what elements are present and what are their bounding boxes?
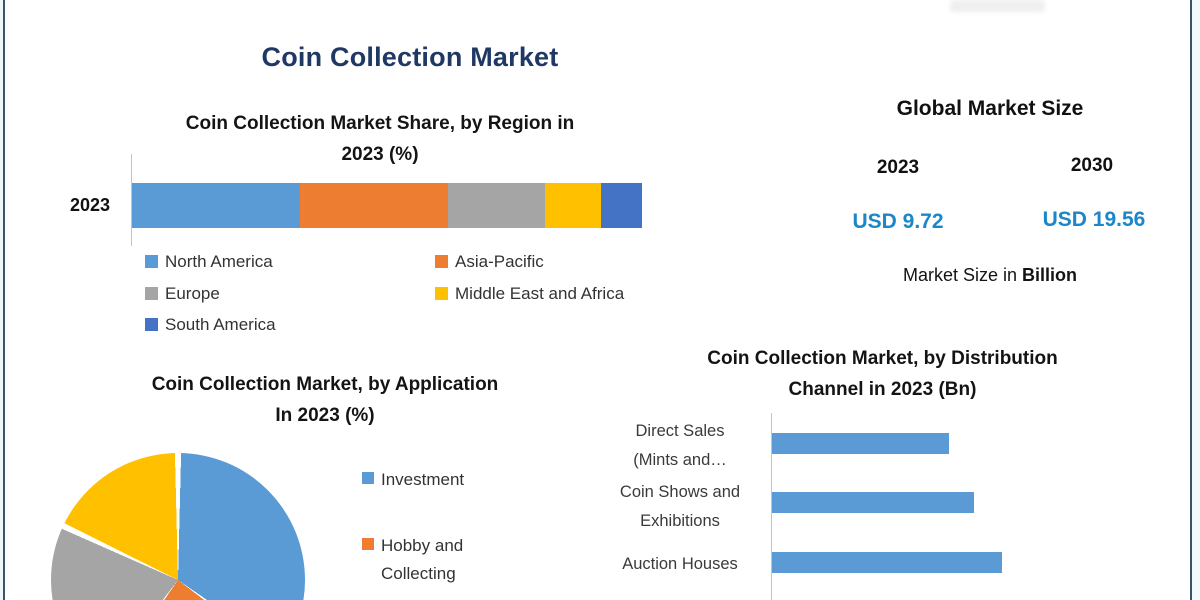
legend-swatch-south-america — [145, 318, 158, 331]
segment-middle-east-africa — [545, 183, 602, 228]
region-stacked-bar — [132, 183, 642, 228]
caption-unit: Billion — [1022, 265, 1078, 285]
bar-direct-sales — [772, 433, 950, 454]
left-edge-tint — [0, 0, 3, 600]
distribution-chart-title: Coin Collection Market, by Distribution … — [635, 343, 1130, 405]
market-size-caption: Market Size in Billion — [840, 265, 1140, 286]
application-chart-title-line2: In 2023 (%) — [275, 405, 375, 426]
legend-item-north-america: North America — [145, 252, 273, 271]
right-edge-tint — [1192, 0, 1200, 600]
bar-coin-shows — [772, 492, 975, 513]
left-border — [3, 0, 5, 600]
legend-label: Middle East and Africa — [455, 284, 625, 303]
legend-swatch-investment — [362, 472, 374, 484]
region-chart-title-line1: Coin Collection Market Share, by Region … — [185, 113, 575, 134]
category-label-coin-shows: Coin Shows and Exhibitions — [619, 483, 741, 530]
legend-swatch-middle-east-africa — [435, 287, 448, 300]
segment-asia-pacific — [300, 183, 449, 228]
legend-item-europe: Europe — [145, 284, 220, 303]
legend-swatch-europe — [145, 287, 158, 300]
legend-label: Investment — [381, 470, 465, 489]
market-size-year-2030: 2030 — [1070, 155, 1114, 176]
legend-label: Europe — [165, 284, 220, 303]
market-size-value-2023: USD 9.72 — [852, 210, 944, 233]
legend-swatch-asia-pacific — [435, 255, 448, 268]
legend-swatch-hobby-and-collecting — [362, 538, 374, 550]
legend-item-hobby-and-collecting: Hobby and Collecting — [362, 532, 463, 588]
legend-item-middle-east-africa: Middle East and Africa — [435, 284, 624, 303]
caption-text: Market Size in — [902, 265, 1023, 285]
segment-europe — [448, 183, 546, 228]
segment-south-america — [601, 183, 642, 228]
application-chart-title: Coin Collection Market, by Application I… — [70, 369, 580, 431]
application-chart-title-line1: Coin Collection Market, by Application — [151, 374, 499, 395]
market-size-value-2030: USD 19.56 — [1042, 208, 1146, 231]
legend-label: South America — [165, 315, 276, 334]
bar-row-coin-shows — [772, 492, 1002, 513]
category-label-direct-sales: Direct Sales (Mints and… — [633, 422, 727, 469]
segment-north-america — [132, 183, 301, 228]
market-size-year-2023: 2023 — [876, 157, 920, 178]
page-title: Coin Collection Market — [261, 42, 559, 72]
region-chart-title-line2: 2023 (%) — [341, 144, 419, 165]
distribution-chart-title-line2: Channel in 2023 (Bn) — [788, 379, 977, 400]
region-chart-y-axis — [131, 154, 132, 246]
region-chart-title: Coin Collection Market Share, by Region … — [115, 108, 645, 170]
legend-label: Asia-Pacific — [455, 252, 544, 271]
region-chart-category-label: 2023 — [69, 195, 110, 215]
bar-row-direct-sales — [772, 433, 1002, 454]
legend-label: North America — [165, 252, 273, 271]
watermark-remnant — [950, 0, 1045, 12]
legend-item-south-america: South America — [145, 315, 276, 334]
bar-auction-houses — [772, 552, 1002, 573]
legend-item-investment: Investment — [362, 466, 464, 494]
right-border — [1190, 0, 1192, 600]
legend-label: Hobby and Collecting — [381, 536, 464, 583]
distribution-chart-title-line1: Coin Collection Market, by Distribution — [707, 348, 1058, 369]
legend-swatch-north-america — [145, 255, 158, 268]
legend-item-asia-pacific: Asia-Pacific — [435, 252, 544, 271]
category-label-auction-houses: Auction Houses — [622, 555, 738, 573]
distribution-chart-y-axis — [771, 413, 772, 600]
global-market-size-title: Global Market Size — [896, 97, 1084, 120]
application-pie-chart — [51, 453, 305, 600]
bar-row-auction-houses — [772, 552, 1002, 573]
